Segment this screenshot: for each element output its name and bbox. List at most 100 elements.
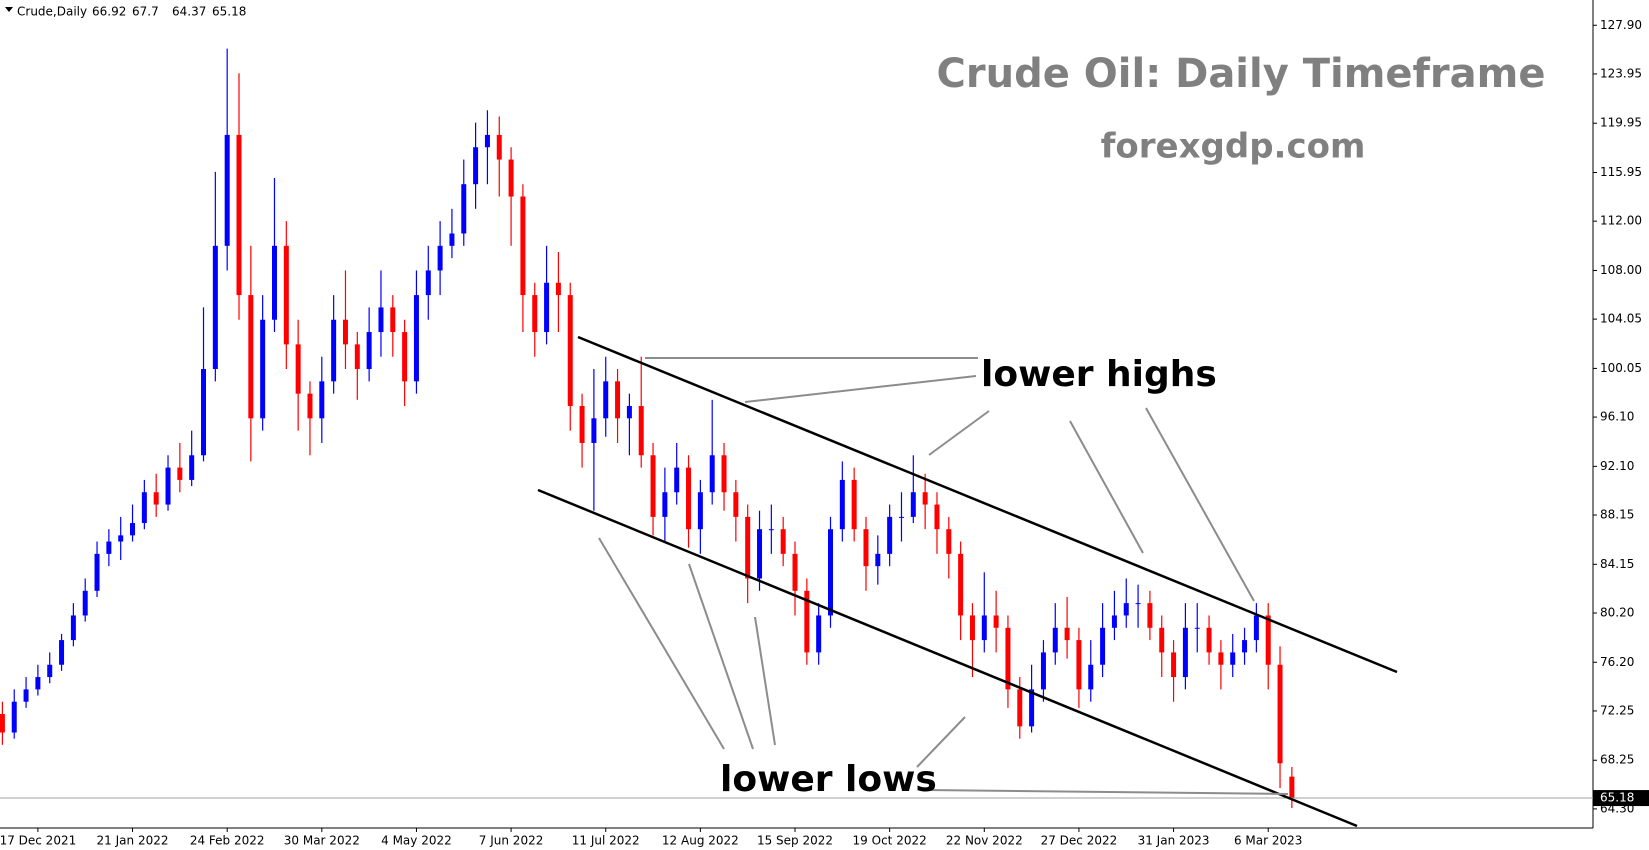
- candle-body: [70, 615, 76, 641]
- candle-body: [331, 319, 337, 382]
- x-tick-label: 31 Jan 2023: [1138, 834, 1210, 848]
- candle-body: [1100, 627, 1106, 665]
- candle-body: [792, 553, 798, 591]
- candle-body: [1088, 664, 1094, 690]
- candle-body: [887, 516, 893, 554]
- candle-body: [1194, 627, 1200, 629]
- candle-body: [47, 664, 53, 678]
- candle-body: [484, 134, 490, 148]
- annotation: lower highs: [981, 354, 1217, 395]
- candle-body: [82, 590, 88, 616]
- candle-body: [745, 516, 751, 579]
- candle-body: [816, 615, 822, 653]
- candle-body: [283, 245, 289, 345]
- y-tick-label: 119.95: [1600, 116, 1642, 130]
- candle-body: [544, 282, 550, 333]
- candle-body: [449, 233, 455, 246]
- candle-body: [1111, 615, 1117, 628]
- candle-body: [342, 319, 348, 345]
- candle-body: [1159, 627, 1165, 653]
- candle-body: [603, 381, 609, 419]
- header-symbol: Crude,Daily: [17, 5, 87, 19]
- pointer-line: [916, 716, 966, 768]
- candle-body: [733, 492, 739, 517]
- candle-body: [236, 134, 242, 296]
- candle-body: [0, 714, 5, 733]
- y-tick-label: 123.95: [1600, 66, 1642, 80]
- candle-body: [94, 553, 100, 591]
- candle-body: [697, 492, 703, 530]
- candle-body: [1147, 603, 1153, 628]
- candle-body: [1076, 640, 1082, 690]
- y-tick-label: 88.15: [1600, 508, 1634, 522]
- candle-body: [319, 381, 325, 419]
- candle-body: [922, 492, 928, 505]
- candle-body: [425, 270, 431, 296]
- candle-body: [271, 245, 277, 320]
- chart-title: Crude Oil: Daily Timeframe: [937, 51, 1546, 97]
- candle-body: [1005, 627, 1011, 690]
- candle-body: [626, 405, 632, 419]
- candle-body: [378, 307, 384, 333]
- candle-body: [1218, 652, 1224, 665]
- pointer-line: [598, 537, 725, 750]
- candle-body: [993, 615, 999, 628]
- candle-body: [863, 529, 869, 567]
- candle-body: [934, 504, 940, 530]
- candle-body: [354, 344, 360, 370]
- candle-body: [11, 701, 17, 733]
- candle-body: [413, 295, 419, 382]
- pointer-line: [688, 563, 754, 750]
- candle-body: [307, 393, 313, 419]
- candle-body: [1182, 627, 1188, 678]
- candle-body: [508, 159, 514, 197]
- candle-body: [757, 529, 763, 579]
- y-tick-label: 68.25: [1600, 753, 1634, 767]
- candle-body: [1017, 689, 1023, 727]
- candle-body: [461, 184, 467, 234]
- x-tick-label: 17 Dec 2021: [0, 834, 76, 848]
- candle-body: [141, 492, 147, 524]
- candle-body: [898, 516, 904, 518]
- candle-body: [638, 405, 644, 456]
- candle-body: [153, 492, 159, 505]
- candle-body: [1230, 652, 1236, 665]
- candle-body: [212, 245, 218, 370]
- last-price-box: [1593, 790, 1649, 807]
- candle-body: [1253, 615, 1259, 641]
- pointer-line: [1145, 407, 1255, 602]
- candle-body: [260, 319, 266, 419]
- x-tick-label: 21 Jan 2022: [97, 834, 169, 848]
- candle-body: [402, 332, 408, 382]
- y-tick-label: 76.20: [1600, 655, 1634, 669]
- candle-body: [1135, 603, 1141, 605]
- candle-body: [189, 455, 195, 480]
- y-tick-label: 115.95: [1600, 165, 1642, 179]
- annotation: lower lows: [720, 759, 937, 800]
- candle-body: [686, 467, 692, 530]
- y-tick-label: 84.15: [1600, 557, 1634, 571]
- candle-body: [1064, 627, 1070, 641]
- candle-body: [958, 553, 964, 616]
- candle-body: [662, 492, 668, 517]
- x-tick-label: 19 Oct 2022: [853, 834, 927, 848]
- candle-body: [555, 282, 561, 296]
- x-tick-label: 22 Nov 2022: [946, 834, 1023, 848]
- candle-body: [981, 615, 987, 641]
- header-close: 65.18: [212, 5, 246, 19]
- candle-body: [969, 615, 975, 641]
- pointer-line: [928, 410, 990, 456]
- candle-body: [839, 479, 845, 530]
- candle-body: [1052, 627, 1058, 653]
- x-tick-label: 27 Dec 2022: [1041, 834, 1118, 848]
- x-tick-label: 4 May 2022: [381, 834, 452, 848]
- candle-body: [366, 332, 372, 370]
- candle-body: [59, 640, 65, 665]
- candle-body: [1206, 627, 1212, 653]
- lower-channel-line: [537, 488, 1358, 828]
- y-tick-label: 104.05: [1600, 312, 1642, 326]
- candle-body: [804, 590, 810, 653]
- candle-body: [1277, 664, 1283, 764]
- candle-body: [721, 455, 727, 493]
